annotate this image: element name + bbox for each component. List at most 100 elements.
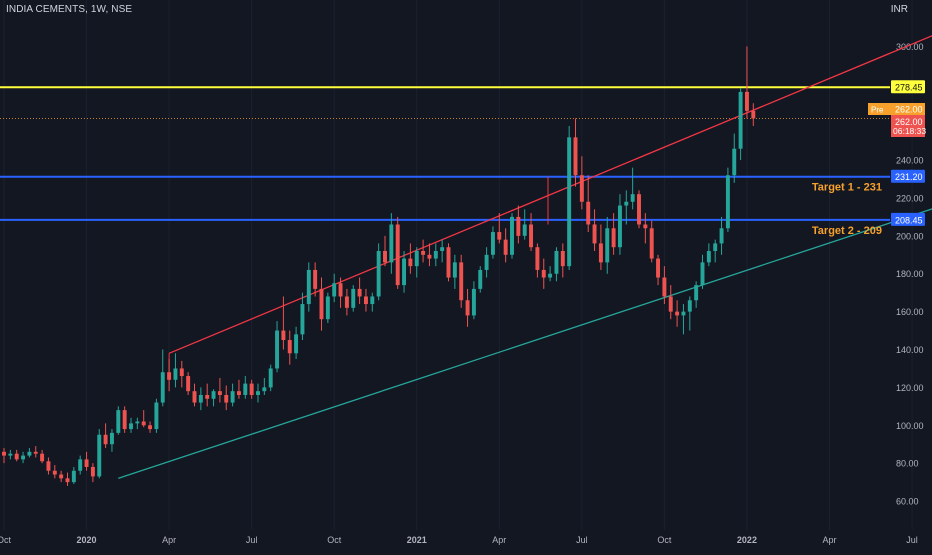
candle	[33, 451, 38, 454]
candle	[478, 269, 483, 289]
symbol-title: INDIA CEMENTS, 1W, NSE	[6, 4, 133, 15]
candle	[211, 391, 216, 399]
candle	[262, 387, 267, 392]
candle	[97, 434, 102, 477]
x-tick-label: Apr	[492, 535, 506, 545]
candle	[643, 224, 648, 229]
candle	[78, 459, 83, 471]
candle	[440, 247, 445, 252]
candle	[14, 453, 19, 460]
candle	[90, 466, 95, 477]
candle	[249, 383, 254, 395]
candle	[306, 269, 311, 305]
candle	[687, 300, 692, 312]
x-tick-label: 2021	[407, 535, 427, 545]
y-tick-label: 100.00	[896, 421, 924, 431]
y-tick-label: 220.00	[896, 193, 924, 203]
x-tick-label: Oct	[657, 535, 672, 545]
candle	[573, 137, 578, 176]
candle	[503, 239, 508, 255]
candle	[719, 228, 724, 244]
y-tick-label: 80.00	[896, 459, 919, 469]
candle	[21, 455, 26, 460]
candle	[402, 258, 407, 286]
candle	[243, 383, 248, 395]
candle	[605, 228, 610, 263]
last-price-value: 262.00	[895, 117, 923, 127]
candle	[40, 453, 45, 462]
currency-label: INR	[890, 4, 908, 15]
candle	[694, 285, 699, 301]
candle	[700, 262, 705, 286]
target-annotation: Target 2 - 209	[812, 225, 882, 237]
y-tick-label: 180.00	[896, 269, 924, 279]
candle	[751, 110, 756, 119]
candle	[706, 251, 711, 263]
candle	[65, 478, 70, 483]
x-tick-label: 2020	[77, 535, 97, 545]
x-tick-label: Jul	[576, 535, 588, 545]
x-tick-label: Apr	[822, 535, 836, 545]
candle	[459, 262, 464, 301]
candle	[433, 251, 438, 259]
candle	[332, 283, 337, 297]
y-tick-label: 60.00	[896, 497, 919, 507]
x-tick-label: 2022	[737, 535, 757, 545]
candle	[630, 194, 635, 202]
upper-channel-line	[168, 35, 932, 354]
candle	[268, 368, 273, 388]
candle	[71, 470, 76, 483]
candle	[351, 288, 356, 308]
candle	[662, 277, 667, 297]
x-tick-label: Jul	[906, 535, 918, 545]
candle	[294, 334, 299, 354]
candle	[217, 391, 222, 395]
y-tick-label: 200.00	[896, 231, 924, 241]
candle	[338, 283, 343, 297]
candle	[325, 296, 330, 320]
candle	[84, 459, 89, 467]
x-tick-label: Oct	[0, 535, 11, 545]
candle	[586, 201, 591, 225]
candle	[167, 372, 172, 380]
candle	[281, 330, 286, 341]
candle	[510, 216, 514, 255]
pre-market-value: 262.00	[895, 105, 923, 115]
candle	[319, 288, 324, 320]
candle	[344, 296, 349, 308]
candle	[154, 402, 159, 430]
candle	[389, 224, 394, 263]
candle	[592, 224, 597, 244]
last-price-tag	[891, 115, 925, 137]
candle	[27, 451, 32, 456]
x-tick-label: Apr	[162, 535, 176, 545]
candle	[313, 269, 318, 289]
countdown-timer: 06:18:33	[893, 126, 926, 136]
candle	[109, 432, 114, 445]
candle	[160, 372, 165, 403]
candle	[173, 368, 178, 380]
candle	[427, 254, 432, 259]
candle	[617, 205, 622, 248]
candle	[560, 251, 565, 267]
candle	[275, 330, 280, 369]
candle	[497, 232, 502, 240]
candle	[383, 251, 387, 263]
candle	[675, 311, 680, 316]
candle	[116, 410, 121, 433]
price-tag	[891, 80, 925, 94]
candle	[256, 391, 260, 395]
candle	[122, 410, 127, 430]
candle	[738, 91, 743, 149]
candle	[732, 148, 737, 176]
y-tick-label: 160.00	[896, 307, 924, 317]
candle	[554, 251, 559, 274]
pre-market-tag	[868, 103, 925, 115]
candle	[446, 247, 451, 278]
candle	[148, 425, 153, 430]
candle	[713, 243, 718, 252]
candle	[46, 461, 51, 471]
candle	[465, 300, 470, 316]
